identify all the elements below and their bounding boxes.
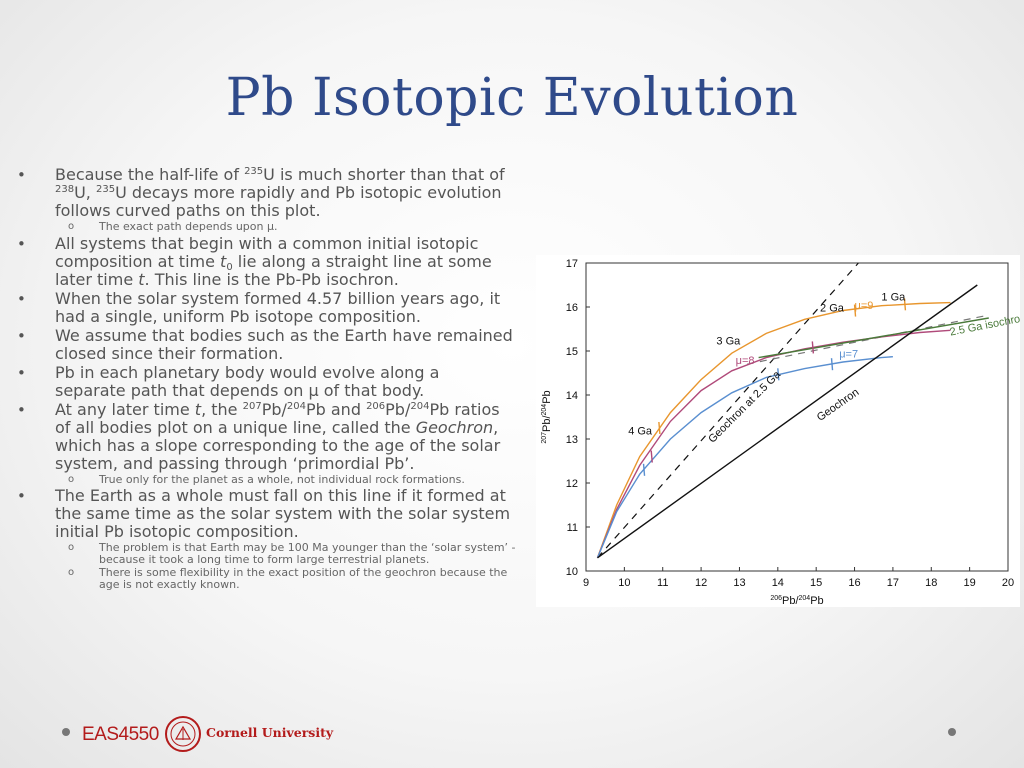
bullet-solar-system: When the solar system formed 4.57 billio… [17,289,515,326]
chart-annotation: 2 Ga [820,302,845,314]
bullet-isochron: All systems that begin with a common ini… [17,234,515,289]
chart-annotation: 3 Ga [716,335,741,347]
x-tick-label: 12 [695,577,707,589]
x-tick-label: 14 [772,577,784,589]
course-code: EAS4550 [82,724,159,745]
bullet-separate-path: Pb in each planetary body would evolve a… [17,363,515,400]
x-tick-label: 13 [733,577,745,589]
bullet-list: Because the half-life of 235U is much sh… [0,166,530,592]
age-tick-mark [811,341,815,354]
pb-evolution-chart: 9 10 11 12 13 14 15 16 17 18 19 20 10 11 12 13 14 15 16 17 1… [536,255,1020,607]
subbullet-mu: The exact path depends upon μ. [68,221,519,233]
y-tick-label: 12 [566,478,578,490]
series-line [597,284,978,559]
chart-annotation: 4 Ga [628,426,653,438]
cornell-seal-icon [165,716,201,752]
footer-dot-right [948,728,956,736]
series-line [758,317,989,359]
dashed-line [746,315,986,365]
subbullet-planet-whole: True only for the planet as a whole, not… [68,473,519,486]
bullet-closed-system: We assume that bodies such as the Earth … [17,326,515,363]
age-tick-mark [658,421,661,435]
x-tick-label: 9 [583,577,589,589]
x-tick-label: 11 [657,577,668,589]
age-tick-mark [650,450,653,463]
footer-dot-left [62,728,70,736]
y-tick-label: 10 [566,566,578,578]
x-tick-label: 18 [925,577,937,589]
x-tick-label: 20 [1002,577,1014,589]
x-axis-label: 206Pb/204Pb [770,595,823,607]
y-axis-label: 207Pb/204Pb [541,390,553,443]
bullet-earth-whole: The Earth as a whole must fall on this l… [17,487,515,541]
y-tick-label: 16 [566,302,578,314]
x-tick-label: 16 [848,577,860,589]
age-tick-mark [830,358,834,371]
subbullet-earth-younger: The problem is that Earth may be 100 Ma … [68,542,519,565]
age-tick-mark [903,298,907,311]
x-tick-label: 19 [964,577,976,589]
subbullet-flexibility: There is some flexibility in the exact p… [68,567,519,590]
chart-annotation: 1 Ga [881,291,906,303]
dashed-line [597,262,859,559]
chart-annotation: μ=7 [839,349,858,361]
x-tick-label: 17 [887,577,899,589]
chart-annotation: μ=9 [855,300,874,312]
series-line [596,301,951,559]
age-tick-mark [853,304,857,317]
x-tick-label: 15 [810,577,822,589]
bullet-half-life: Because the half-life of 235U is much sh… [17,166,515,220]
y-tick-label: 15 [566,346,578,358]
bullet-geochron: At any later time t, the 207Pb/204Pb and… [17,400,515,473]
y-tick-label: 13 [566,434,578,446]
y-tick-label: 11 [567,522,578,534]
chart-background [536,255,1020,607]
y-tick-label: 14 [566,390,578,402]
x-tick-label: 10 [618,577,630,589]
age-tick-mark [777,368,780,381]
series-line [596,356,893,559]
y-tick-label: 17 [566,258,578,270]
slide-title: Pb Isotopic Evolution [225,68,799,128]
series-line [596,329,951,559]
university-name: Cornell University [206,725,334,740]
plot-frame [585,262,1009,572]
age-tick-mark [642,463,646,476]
chart-annotation: μ=8 [736,355,755,367]
